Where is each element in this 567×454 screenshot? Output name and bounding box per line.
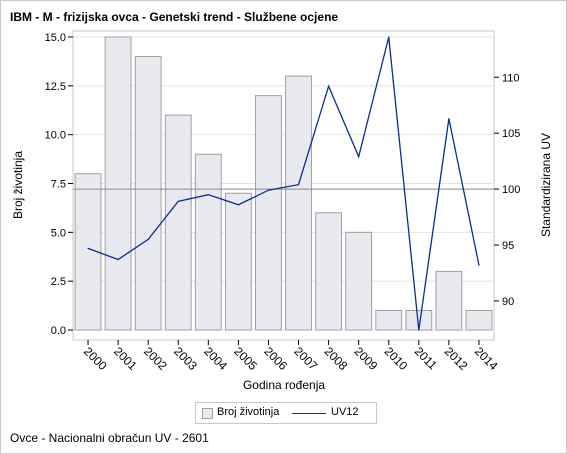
bar — [224, 192, 252, 331]
legend: Broj životinja UV12 — [195, 402, 377, 424]
y-tick-label: 2.5 — [51, 276, 66, 288]
bar — [194, 153, 222, 331]
chart-title: IBM - M - frizijska ovca - Genetski tren… — [10, 10, 339, 24]
x-tick-label: 2000 — [81, 344, 110, 373]
series-point — [388, 36, 390, 38]
series-point — [448, 118, 450, 120]
x-tick-label: 2005 — [231, 344, 260, 373]
x-tick-label: 2002 — [141, 344, 170, 373]
y2-tick-label: 105 — [502, 128, 520, 140]
legend-line-label: UV12 — [331, 406, 359, 418]
legend-bar-swatch — [202, 408, 213, 419]
series-point — [267, 189, 270, 191]
series-point — [478, 264, 480, 266]
y-tick-label: 5.0 — [51, 227, 66, 239]
y-tick-label: 10.0 — [45, 130, 66, 142]
series-point — [418, 329, 420, 331]
x-tick-label: 2008 — [321, 344, 350, 373]
bar-layer — [74, 36, 493, 331]
series-point — [297, 184, 300, 186]
y2-tick-label: 95 — [502, 240, 514, 252]
y-tick-label: 7.5 — [51, 179, 66, 191]
x-tick-label: 2012 — [442, 344, 471, 373]
legend-bar-label: Broj životinja — [217, 406, 280, 418]
x-tick-label: 2007 — [291, 344, 320, 373]
bar — [435, 270, 463, 331]
series-point — [328, 85, 330, 87]
y2-tick-label: 90 — [502, 296, 514, 308]
x-tick-label: 2004 — [201, 344, 230, 373]
series-point — [358, 156, 360, 158]
x-tick-label: 2003 — [171, 344, 200, 373]
bar — [285, 75, 312, 331]
bar — [134, 56, 162, 331]
bar — [465, 309, 493, 331]
x-axis-label: Godina rođenja — [243, 378, 325, 392]
x-tick-label: 2011 — [412, 344, 440, 372]
x-tick-label: 2009 — [352, 344, 381, 373]
y-tick-label: 15.0 — [45, 32, 66, 44]
x-tick-label: 2001 — [111, 344, 140, 373]
series-line-uv12 — [87, 36, 480, 331]
y2-axis-label: Standardizirana UV — [539, 133, 553, 237]
series-point — [87, 247, 89, 249]
bar — [164, 114, 192, 331]
bar — [104, 36, 132, 331]
bar — [315, 212, 343, 331]
y-tick-label: 0.0 — [51, 325, 66, 337]
series-point — [207, 194, 209, 196]
y2-tick-label: 110 — [502, 72, 520, 84]
series-point — [147, 238, 149, 241]
legend-line-swatch — [292, 413, 326, 414]
x-tick-label: 2010 — [382, 344, 411, 373]
x-tick-label: 2014 — [472, 344, 501, 373]
y2-tick-label: 100 — [502, 184, 520, 196]
footnote: Ovce - Nacionalni obračun UV - 2601 — [10, 431, 209, 445]
plot-area-border — [72, 30, 495, 341]
series-point — [237, 204, 239, 206]
bar — [345, 231, 373, 331]
bar — [375, 309, 403, 331]
y-axis-label: Broj životinja — [11, 151, 25, 219]
series-point — [117, 258, 119, 261]
series-point — [177, 200, 179, 202]
bar — [255, 95, 282, 331]
x-tick-label: 2006 — [261, 344, 290, 373]
y-tick-label: 12.5 — [45, 81, 66, 93]
line-layer — [87, 36, 480, 331]
